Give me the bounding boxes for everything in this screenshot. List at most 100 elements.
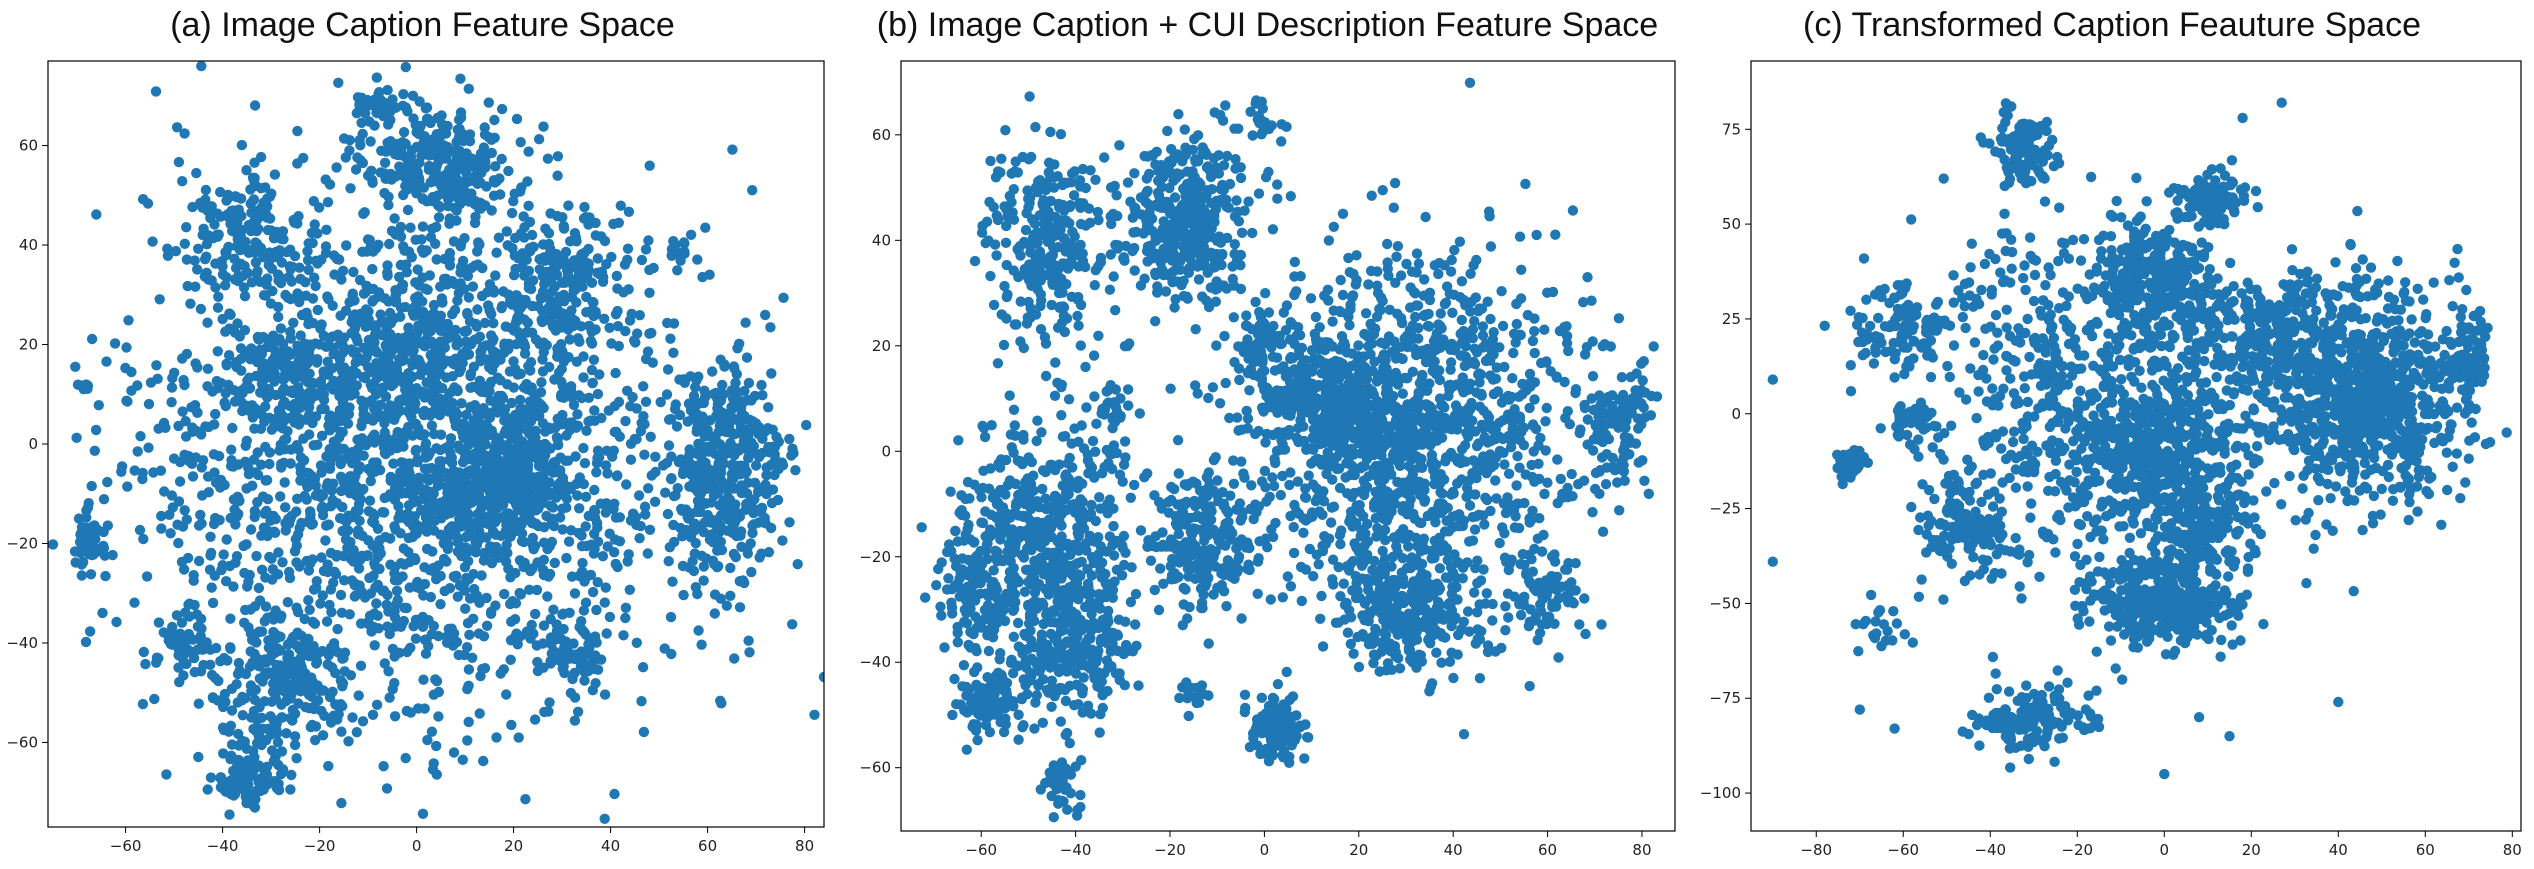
scatter-point: [203, 487, 214, 498]
scatter-point: [745, 424, 756, 435]
scatter-point: [198, 659, 209, 671]
scatter-point: [225, 642, 236, 653]
scatter-point: [363, 314, 374, 325]
scatter-point: [462, 270, 474, 282]
scatter-point: [394, 405, 406, 417]
scatter-point: [366, 467, 377, 479]
scatter-point: [684, 458, 696, 469]
scatter-point: [411, 127, 422, 138]
scatter-point: [1152, 281, 1163, 292]
scatter-point: [175, 456, 186, 468]
scatter-point: [402, 204, 414, 216]
scatter-point: [1206, 184, 1218, 195]
scatter-point: [762, 423, 774, 434]
scatter-point: [393, 170, 404, 181]
scatter-point: [488, 318, 499, 329]
scatter-point: [969, 255, 981, 267]
scatter-point: [698, 526, 709, 538]
scatter-point: [1127, 245, 1138, 257]
scatter-point: [332, 714, 343, 725]
scatter-point: [436, 140, 447, 151]
scatter-point: [337, 681, 348, 692]
scatter-point: [323, 519, 334, 530]
scatter-point: [728, 361, 740, 372]
scatter-point: [587, 586, 599, 598]
scatter-point: [1198, 218, 1209, 229]
scatter-point: [1152, 201, 1164, 212]
scatter-point: [335, 589, 347, 601]
scatter-point: [1055, 129, 1067, 140]
scatter-point: [277, 764, 289, 775]
scatter-point: [378, 97, 389, 108]
scatter-point: [261, 505, 272, 517]
scatter-point: [413, 703, 424, 714]
scatter-point: [1024, 91, 1035, 102]
scatter-point: [757, 390, 768, 401]
scatter-point: [176, 617, 188, 628]
scatter-point: [275, 491, 286, 502]
scatter-point: [449, 382, 460, 393]
scatter-point: [213, 291, 224, 302]
scatter-point: [506, 397, 517, 409]
scatter-point: [336, 797, 347, 809]
scatter-point: [589, 631, 601, 642]
scatter-point: [725, 437, 736, 449]
scatter-point: [334, 442, 345, 454]
x-tick-label: 40: [601, 837, 620, 855]
scatter-point: [122, 396, 133, 407]
scatter-point: [603, 405, 614, 416]
scatter-point: [727, 144, 738, 155]
scatter-point: [369, 437, 380, 448]
scatter-point: [569, 588, 581, 599]
scatter-point: [453, 287, 464, 299]
scatter-point: [215, 656, 226, 667]
scatter-point: [801, 419, 812, 431]
scatter-point: [295, 686, 306, 697]
scatter-point: [461, 192, 472, 204]
scatter-point: [515, 394, 526, 406]
scatter-point: [747, 185, 758, 196]
scatter-point: [463, 292, 474, 303]
scatter-point: [277, 226, 289, 237]
scatter-point: [251, 550, 262, 562]
scatter-point: [89, 520, 100, 531]
scatter-point: [405, 399, 416, 410]
scatter-point: [448, 747, 460, 758]
scatter-point: [135, 431, 146, 442]
scatter-point: [384, 628, 395, 640]
scatter-point: [452, 591, 463, 602]
scatter-point: [405, 642, 416, 653]
scatter-point: [188, 652, 200, 664]
scatter-point: [382, 171, 393, 182]
scatter-point: [738, 436, 750, 447]
scatter-point: [610, 367, 621, 379]
scatter-point: [394, 271, 405, 283]
scatter-point: [608, 445, 619, 456]
scatter-point: [303, 402, 315, 413]
scatter-point: [358, 450, 369, 461]
scatter-point: [755, 428, 766, 439]
scatter-point: [1038, 195, 1049, 206]
scatter-point: [137, 473, 148, 485]
scatter-point: [747, 527, 758, 539]
scatter-point: [1164, 182, 1175, 194]
scatter-point: [442, 120, 453, 132]
scatter-point: [396, 281, 407, 292]
scatter-point: [1190, 324, 1201, 335]
scatter-point: [1150, 316, 1161, 327]
scatter-point: [688, 565, 700, 577]
scatter-point: [569, 667, 580, 679]
scatter-point: [299, 613, 310, 625]
scatter-point: [70, 361, 81, 372]
scatter-point: [363, 535, 374, 546]
scatter-point: [481, 421, 493, 432]
scatter-point: [201, 267, 212, 278]
scatter-point: [720, 447, 731, 458]
scatter-point: [504, 531, 515, 543]
scatter-point: [294, 262, 305, 273]
scatter-point: [412, 457, 423, 468]
scatter-point: [299, 490, 310, 502]
scatter-point: [1099, 152, 1110, 163]
scatter-point: [610, 558, 621, 570]
